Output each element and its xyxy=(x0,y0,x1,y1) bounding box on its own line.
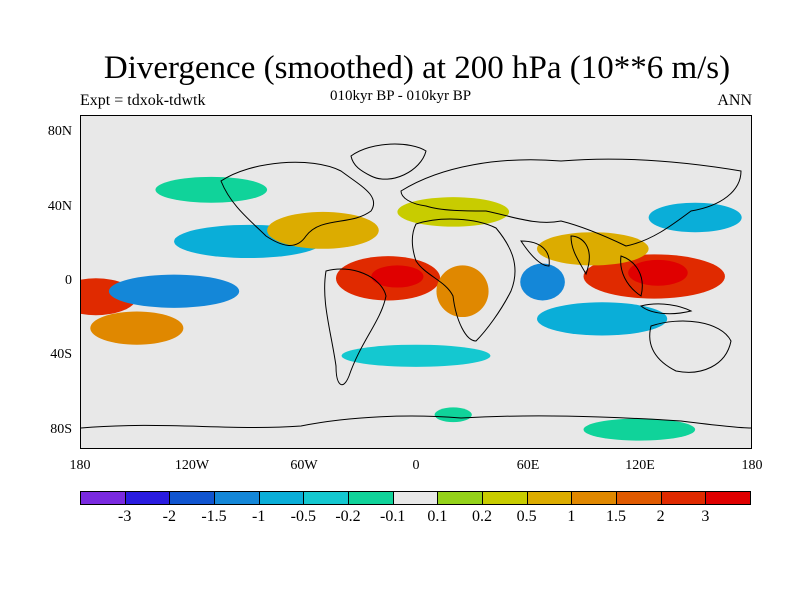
divergence-blob-15 xyxy=(648,202,742,233)
divergence-blob-13 xyxy=(536,232,649,266)
divergence-blob-12 xyxy=(397,197,510,227)
figure-subtitle: 010kyr BP - 010kyr BP xyxy=(330,88,472,104)
divergence-blob-14 xyxy=(536,302,668,336)
experiment-label: Expt = tdxok-tdwtk xyxy=(80,92,206,109)
colorbar-label-3: -1 xyxy=(251,508,266,525)
colorbar-swatch-2 xyxy=(169,491,215,505)
colorbar-swatch-1 xyxy=(124,491,171,505)
y-tick-40s: 40S xyxy=(50,347,72,362)
x-tick-120w: 120W xyxy=(174,458,210,473)
colorbar-label-5: -0.2 xyxy=(335,508,361,525)
colorbar-swatch-9 xyxy=(482,491,528,505)
divergence-blob-1 xyxy=(371,265,424,288)
y-tick-0: 0 xyxy=(65,273,72,288)
divergence-blob-8 xyxy=(108,274,240,308)
divergence-blob-16 xyxy=(155,176,268,203)
x-tick-120e: 120E xyxy=(625,458,655,473)
divergence-blob-18 xyxy=(583,418,696,441)
colorbar-swatch-12 xyxy=(616,491,662,505)
colorbar-swatch-7 xyxy=(392,491,439,505)
y-tick-80n: 80N xyxy=(47,124,72,139)
x-tick-60w: 60W xyxy=(290,458,318,473)
figure-title: Divergence (smoothed) at 200 hPa (10**6 … xyxy=(103,50,731,86)
colorbar-swatch-13 xyxy=(660,491,707,505)
colorbar-label-7: 0.1 xyxy=(427,508,448,525)
divergence-field xyxy=(54,176,742,441)
x-tick-180e: 180 xyxy=(741,458,763,473)
colorbar-label-13: 3 xyxy=(701,508,710,525)
x-tick-180w: 180 xyxy=(69,458,91,473)
colorbar-label-10: 1 xyxy=(567,508,576,525)
colorbar-label-12: 2 xyxy=(656,508,665,525)
colorbar-swatch-0 xyxy=(80,491,126,505)
season-label: ANN xyxy=(717,92,752,109)
divergence-blob-5 xyxy=(436,265,489,318)
colorbar-swatch-4 xyxy=(258,491,305,505)
divergence-blob-19 xyxy=(434,407,472,423)
divergence-blob-4 xyxy=(628,259,688,286)
colorbar-swatch-3 xyxy=(214,491,260,505)
colorbar-label-1: -2 xyxy=(162,508,176,525)
divergence-blob-17 xyxy=(341,344,491,367)
colorbar-label-9: 0.5 xyxy=(516,508,537,525)
colorbar-label-2: -1.5 xyxy=(201,508,227,525)
colorbar-label-11: 1.5 xyxy=(606,508,626,525)
colorbar-label-4: -0.5 xyxy=(290,508,316,525)
divergence-blob-10 xyxy=(90,311,184,345)
x-tick-0: 0 xyxy=(412,458,420,473)
colorbar-label-6: -0.1 xyxy=(379,508,406,525)
y-tick-80s: 80S xyxy=(50,422,72,437)
divergence-blob-11 xyxy=(267,211,379,249)
map-plot xyxy=(54,116,752,448)
coastlines xyxy=(80,143,752,429)
colorbar-swatch-5 xyxy=(303,491,349,505)
y-tick-40n: 40N xyxy=(47,199,72,214)
colorbar-swatch-8 xyxy=(437,491,483,505)
colorbar-swatch-14 xyxy=(705,491,751,505)
colorbar-label-0: -3 xyxy=(117,508,132,525)
colorbar-swatch-10 xyxy=(526,491,573,505)
divergence-blob-7 xyxy=(520,263,565,301)
colorbar-swatch-11 xyxy=(571,491,617,505)
x-tick-60e: 60E xyxy=(516,458,540,473)
colorbar-label-8: 0.2 xyxy=(472,508,492,525)
colorbar-swatch-6 xyxy=(348,491,394,505)
map-panel xyxy=(54,115,752,449)
